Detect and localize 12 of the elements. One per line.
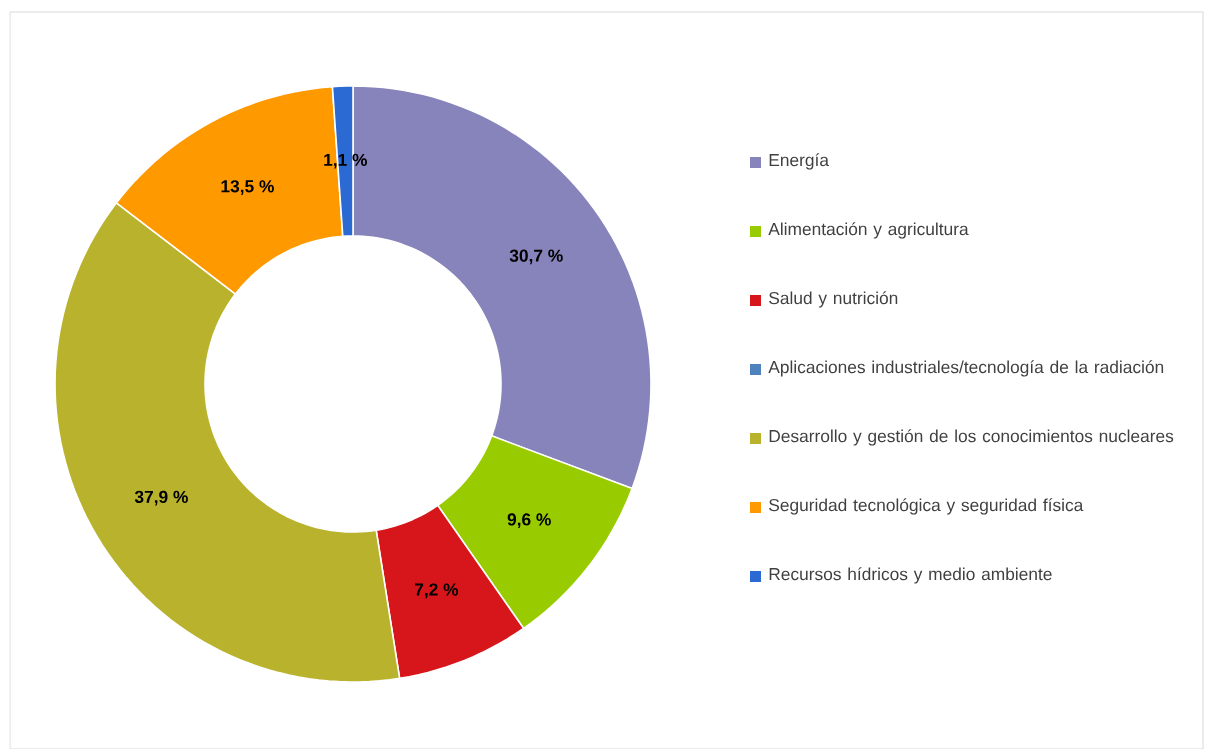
legend-label: Desarrollo y gestión de los conocimientos nucleares [769,429,1174,446]
legend-label: Aplicaciones industriales/tecnología de la radiación [768,360,1164,377]
legend-label: Recursos hídricos y medio ambiente [769,567,1052,584]
legend-label: Alimentación y agricultura [768,222,969,239]
legend-label: Seguridad tecnológica y seguridad física [769,498,1084,515]
data-label: 9,6 % [507,513,551,529]
legend-label: Energía [769,153,829,170]
data-label: 30,7 % [509,249,563,265]
data-label: 7,2 % [414,583,459,599]
legend-label: Salud y nutrición [769,291,898,308]
data-label: 37,9 % [134,490,188,506]
data-label: 13,5 % [221,180,274,195]
